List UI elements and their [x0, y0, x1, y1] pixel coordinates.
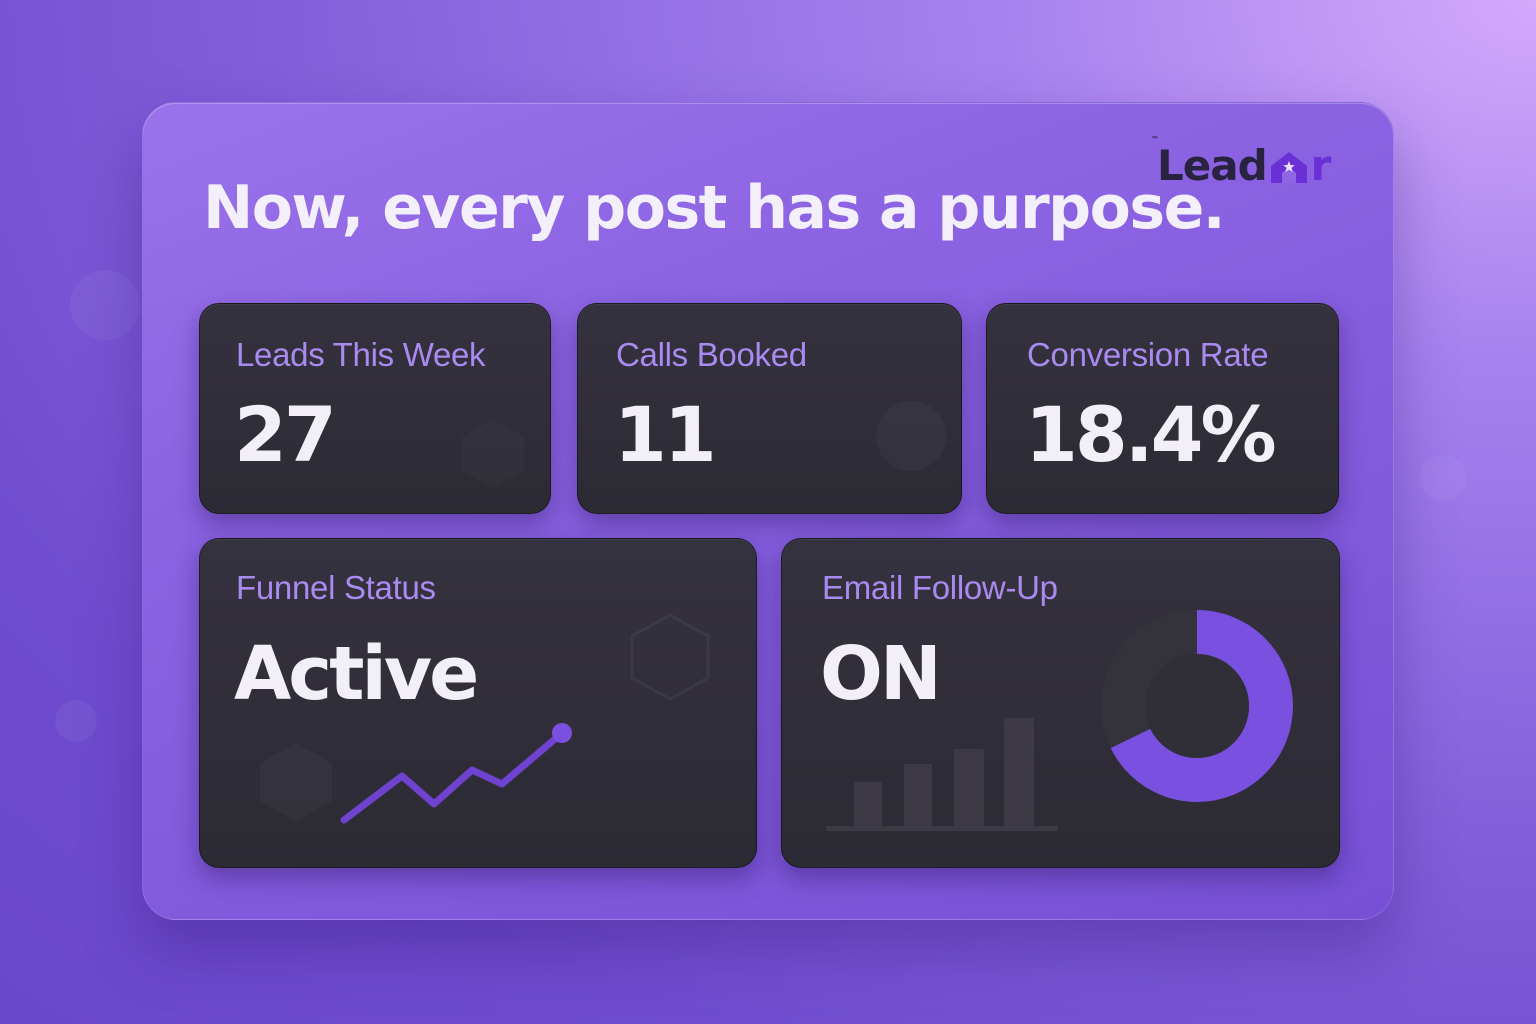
brand-name-prefix: Lead: [1157, 141, 1268, 190]
background-decoration: [1420, 455, 1466, 501]
metric-value: 11: [614, 390, 717, 479]
trend-line-icon: [330, 714, 590, 838]
metric-value: 18.4%: [1025, 390, 1277, 479]
house-star-icon: [1268, 149, 1310, 185]
brand-name-suffix: r: [1310, 141, 1332, 190]
metric-label: Conversion Rate: [1027, 336, 1269, 373]
email-follow-up-label: Email Follow-Up: [822, 569, 1058, 606]
bar-chart-icon: [824, 714, 1064, 842]
background-decoration: [55, 700, 97, 742]
funnel-status-value: Active: [234, 631, 479, 717]
background-decoration: [70, 270, 140, 340]
metric-label: Leads This Week: [236, 336, 486, 373]
email-follow-up-card[interactable]: Email Follow-Up ON: [781, 538, 1340, 868]
hexagon-outline-decoration-icon: [628, 611, 712, 707]
metric-label: Calls Booked: [616, 336, 807, 373]
metric-card-calls[interactable]: Calls Booked 11: [577, 303, 962, 514]
donut-chart-icon: [1100, 609, 1294, 807]
dashboard-panel: ™ Lead r Now, every post has a purpose. …: [142, 102, 1394, 920]
funnel-status-card[interactable]: Funnel Status Active: [199, 538, 757, 868]
hexagon-decoration-icon: [458, 416, 528, 496]
metric-card-leads[interactable]: Leads This Week 27: [199, 303, 551, 514]
trademark-mark: ™: [1151, 135, 1159, 144]
circle-decoration-icon: [876, 401, 946, 471]
hexagon-decoration-icon: [256, 739, 336, 829]
brand-logo: ™ Lead r: [1151, 127, 1332, 190]
metric-value: 27: [234, 390, 337, 479]
email-follow-up-value: ON: [820, 631, 942, 717]
funnel-status-label: Funnel Status: [236, 569, 436, 606]
page-headline: Now, every post has a purpose.: [203, 173, 1226, 243]
metric-card-conversion[interactable]: Conversion Rate 18.4%: [986, 303, 1339, 514]
